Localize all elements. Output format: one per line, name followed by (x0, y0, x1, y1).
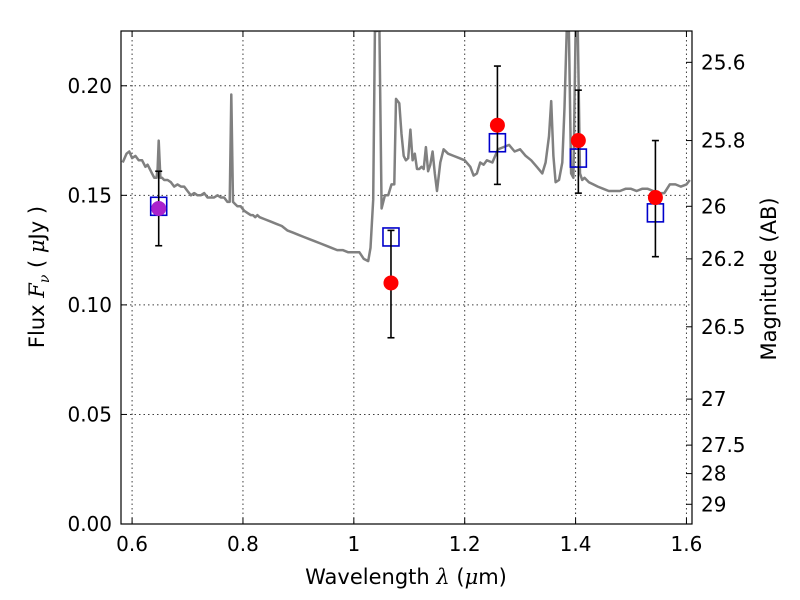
y-tick-label: 0.00 (67, 512, 112, 536)
y2-axis-label: Magnitude (AB) (757, 197, 781, 360)
x-tick-label: 0.6 (116, 532, 148, 556)
y-axis-label-mu: μ (25, 239, 49, 253)
y-axis-label-pre: Flux (25, 298, 49, 348)
x-tick-label: 1.2 (449, 532, 481, 556)
y-axis-label-post: Jy ) (25, 206, 49, 242)
axes-ticks: 0.6 0.8 1 1.2 1.4 1.6 0.00 0.05 0.10 0.15 0.20 25.6… (67, 31, 746, 556)
x-axis-label-pre: Wavelength (305, 565, 436, 589)
x-tick-label: 1.6 (671, 532, 703, 556)
y-axis-label-sym: F (25, 282, 49, 299)
observed-photometry-point (151, 200, 167, 216)
y-tick-label: 0.10 (67, 293, 112, 317)
y2-tick-label: 26.5 (701, 315, 746, 339)
series-layer (121, 31, 691, 339)
y2-tick-label: 26 (701, 194, 726, 218)
x-axis-label-lambda: λ (435, 565, 449, 589)
x-axis-label: Wavelength λ (μm) (305, 565, 507, 589)
x-axis-label-open: ( (450, 565, 465, 589)
y2-tick-label: 29 (701, 492, 726, 516)
y2-tick-label: 25.6 (701, 50, 746, 74)
x-tick-label: 1 (347, 532, 360, 556)
observed-photometry-point (489, 117, 505, 133)
y-axis-label-mid: ( (25, 253, 49, 275)
y2-tick-label: 26.2 (701, 247, 746, 271)
observed-photometry-point (383, 275, 399, 291)
plot-frame (120, 30, 693, 525)
y-axis-label-sub: ν (37, 274, 53, 283)
y-tick-label: 0.15 (67, 183, 112, 207)
y-tick-label: 0.20 (67, 74, 112, 98)
y2-tick-label: 25.8 (701, 129, 746, 153)
x-tick-label: 0.8 (227, 532, 259, 556)
x-axis-label-unit: m) (478, 565, 507, 589)
y-axis-label: Flux Fν ( μJy ) (25, 206, 53, 348)
y2-tick-label: 27 (701, 387, 726, 411)
observed-photometry-point (647, 190, 663, 206)
y2-tick-label: 28 (701, 462, 726, 486)
x-tick-label: 1.4 (560, 532, 592, 556)
y2-tick-label: 27.5 (701, 433, 746, 457)
y-tick-label: 0.05 (67, 402, 112, 426)
observed-photometry-point (570, 133, 586, 149)
x-axis-label-mu: μ (465, 565, 479, 589)
